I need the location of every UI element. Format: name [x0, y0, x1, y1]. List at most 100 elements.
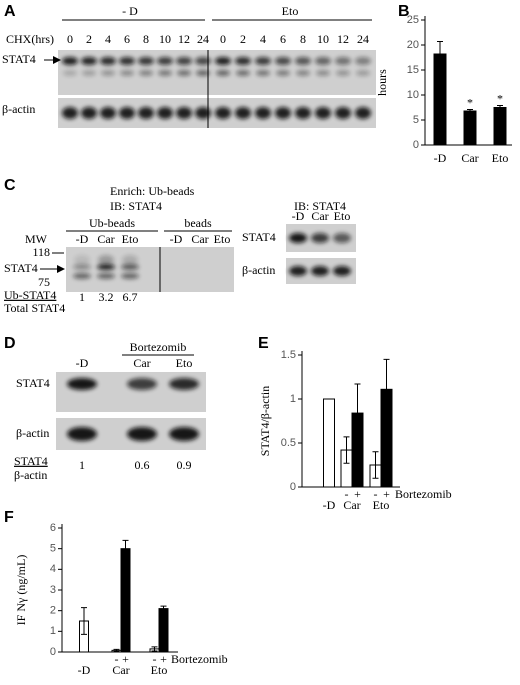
ratio-value: 0.6	[135, 458, 150, 472]
band	[296, 70, 310, 76]
band	[275, 57, 291, 65]
series-label: -	[374, 487, 378, 501]
band	[81, 57, 97, 65]
row-label: β-actin	[16, 426, 49, 440]
band	[235, 57, 251, 65]
band	[67, 378, 97, 390]
band	[177, 70, 191, 76]
ratio-label: Total STAT4	[4, 301, 65, 315]
band	[139, 70, 153, 76]
band	[295, 57, 311, 65]
x-tick-label: Eto	[151, 663, 168, 677]
band	[74, 255, 90, 265]
band	[333, 233, 351, 243]
band	[73, 264, 91, 270]
error-bar	[122, 539, 129, 558]
y-tick-label: 5	[413, 114, 419, 126]
band	[216, 70, 230, 76]
y-tick-label: 1.5	[281, 349, 296, 361]
group-label: beads	[184, 216, 212, 230]
series-label: -	[115, 652, 119, 666]
band	[176, 107, 192, 119]
lane-label: 4	[105, 32, 111, 46]
blot	[56, 372, 206, 412]
series-label: +	[383, 487, 390, 501]
band	[336, 70, 350, 76]
lane-label: Car	[97, 232, 114, 246]
x-tick-label: -D	[78, 663, 91, 677]
group-label: Ub-beads	[89, 216, 135, 230]
bar	[493, 107, 507, 146]
lane-label: -D	[170, 232, 183, 246]
band	[169, 378, 199, 390]
error-bar	[354, 383, 361, 443]
lane-label: Car	[133, 356, 150, 370]
y-tick-label: 25	[407, 14, 419, 26]
mw-label: MW	[25, 232, 48, 246]
band	[255, 107, 271, 119]
lane-label: 6	[280, 32, 286, 46]
lane-label: Car	[311, 209, 328, 223]
y-tick-label: 20	[407, 39, 419, 51]
band	[356, 70, 370, 76]
x-tick-label: -D	[323, 498, 336, 512]
lane-label: 8	[143, 32, 149, 46]
lane-label: -D	[292, 209, 305, 223]
y-tick-label: 1	[50, 625, 56, 637]
band	[315, 57, 331, 65]
band	[100, 107, 116, 119]
band	[119, 57, 135, 65]
ratio-label: β-actin	[14, 468, 47, 482]
band	[311, 266, 329, 276]
band	[101, 70, 115, 76]
x-tick-label: -D	[434, 151, 447, 165]
error-bar	[467, 109, 473, 113]
band	[62, 57, 78, 65]
y-tick-label: 0	[50, 646, 56, 658]
lane-label: 10	[159, 32, 171, 46]
y-tick-label: 3	[50, 584, 56, 596]
axis-label: CHX(hrs)	[6, 32, 54, 46]
error-bar	[497, 105, 503, 110]
lane-label: Car	[191, 232, 208, 246]
band	[196, 70, 210, 76]
y-axis-label: STAT4/β-actin	[258, 386, 272, 456]
band	[289, 266, 307, 276]
y-tick-label: 10	[407, 89, 419, 101]
ratio-value: 3.2	[99, 290, 114, 304]
caption: Enrich: Ub-beads	[110, 184, 195, 198]
error-bar	[160, 605, 167, 612]
group-label: Eto	[282, 4, 299, 18]
row-label: β-actin	[2, 102, 35, 116]
lane-label: 24	[357, 32, 369, 46]
y-tick-label: 0	[413, 139, 419, 151]
band	[316, 70, 330, 76]
band	[127, 378, 157, 390]
band	[311, 233, 329, 243]
band	[157, 107, 173, 119]
lane-label: 2	[240, 32, 246, 46]
blot	[66, 247, 234, 292]
band	[138, 107, 154, 119]
x-tick-label: Eto	[492, 151, 509, 165]
bar	[433, 53, 447, 146]
band	[121, 264, 139, 270]
lane-label: 2	[86, 32, 92, 46]
lane-label: 12	[337, 32, 349, 46]
band	[120, 70, 134, 76]
treatment-label: Bortezomib	[171, 652, 228, 666]
panel-label: A	[4, 3, 16, 20]
x-tick-label: Eto	[373, 498, 390, 512]
band	[98, 255, 114, 265]
band	[73, 273, 91, 279]
band	[315, 107, 331, 119]
error-bar	[437, 41, 443, 67]
series-label: +	[354, 487, 361, 501]
mw-value: 75	[38, 275, 50, 289]
ratio-value: 1	[79, 290, 85, 304]
row-label: STAT4	[16, 376, 50, 390]
error-bar	[81, 607, 87, 635]
ratio-label: Ub-STAT4	[4, 288, 56, 302]
band	[138, 57, 154, 65]
